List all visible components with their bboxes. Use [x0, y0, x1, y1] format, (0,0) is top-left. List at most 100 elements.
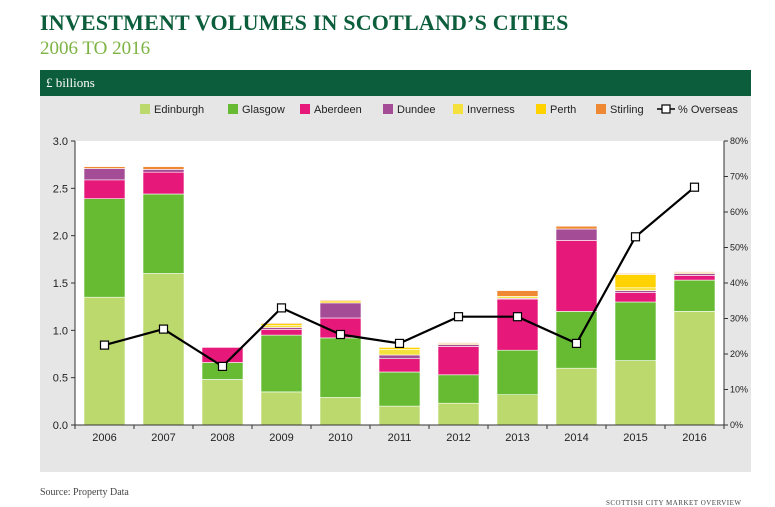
units-band: £ billions	[40, 70, 751, 96]
legend-label: Edinburgh	[154, 104, 204, 116]
y-right-tick-label: 0%	[730, 420, 743, 430]
x-tick-label: 2012	[446, 432, 470, 444]
bar-perth-2015	[614, 274, 657, 289]
legend-swatch-marker	[661, 104, 671, 114]
x-tick-label: 2010	[328, 432, 352, 444]
bar-dundee-2007	[142, 169, 185, 173]
legend-swatch	[453, 104, 463, 114]
bar-aberdeen-2015	[614, 292, 657, 303]
legend-item-overseas: % Overseas	[657, 104, 738, 116]
bar-edinburgh-2009	[260, 391, 303, 426]
y-left-tick-label: 0.0	[53, 420, 68, 432]
legend-item-dundee: Dundee	[383, 104, 436, 116]
bar-stirling-2006	[83, 166, 126, 169]
point-overseas-2012	[453, 312, 464, 322]
publication-footer: SCOTTISH CITY MARKET OVERVIEW	[606, 499, 742, 507]
y-right-tick-label: 50%	[730, 243, 748, 253]
bar-glasgow-2007	[142, 193, 185, 274]
legend-label: % Overseas	[678, 104, 738, 116]
bar-aberdeen-2016	[673, 275, 716, 281]
y-right-tick-label: 60%	[730, 207, 748, 217]
y-left-tick-label: 1.0	[53, 325, 68, 337]
y-left-tick-label: 2.5	[53, 183, 68, 195]
legend-swatch	[140, 104, 150, 114]
point-overseas-2011	[394, 338, 405, 348]
bar-stirling-2007	[142, 166, 185, 170]
y-left-tick-label: 3.0	[53, 136, 68, 148]
bar-glasgow-2010	[319, 337, 362, 398]
bar-aberdeen-2007	[142, 171, 185, 195]
point-overseas-2014	[571, 338, 582, 348]
bar-glasgow-2006	[83, 198, 126, 298]
y-right-tick-label: 30%	[730, 314, 748, 324]
chart-subtitle: 2006 TO 2016	[40, 38, 151, 59]
point-overseas-2015	[630, 232, 641, 242]
point-overseas-2013	[512, 312, 523, 322]
x-tick-label: 2013	[505, 432, 529, 444]
bar-glasgow-2016	[673, 279, 716, 312]
legend-label: Inverness	[467, 104, 515, 116]
chart-title: INVESTMENT VOLUMES IN SCOTLAND’S CITIES	[40, 10, 569, 35]
source-note: Source: Property Data	[40, 487, 129, 498]
legend-swatch	[596, 104, 606, 114]
bar-aberdeen-2006	[83, 179, 126, 200]
legend-label: Perth	[550, 104, 576, 116]
point-overseas-2016	[689, 182, 700, 192]
point-overseas-2009	[276, 303, 287, 313]
legend-swatch	[228, 104, 238, 114]
bar-dundee-2014	[555, 228, 598, 241]
legend-item-glasgow: Glasgow	[228, 104, 285, 116]
bar-stirling-2016	[673, 271, 716, 273]
bar-dundee-2011	[378, 354, 421, 359]
y-left-tick-label: 2.0	[53, 231, 68, 243]
legend-label: Stirling	[610, 104, 644, 116]
y-right-tick-label: 80%	[730, 136, 748, 146]
x-tick-label: 2015	[623, 432, 647, 444]
bar-perth-2010	[319, 300, 362, 304]
y-right-tick-label: 70%	[730, 172, 748, 182]
bar-stirling-2010	[319, 299, 362, 302]
y-left-tick-label: 0.5	[53, 373, 68, 385]
bar-edinburgh-2012	[437, 402, 480, 426]
bar-aberdeen-2009	[260, 329, 303, 336]
bar-dundee-2015	[614, 290, 657, 293]
bar-edinburgh-2015	[614, 360, 657, 426]
legend-item-stirling: Stirling	[596, 104, 644, 116]
legend-swatch	[536, 104, 546, 114]
bar-edinburgh-2010	[319, 397, 362, 426]
legend-label: Aberdeen	[314, 104, 362, 116]
legend-swatch	[383, 104, 393, 114]
bar-edinburgh-2013	[496, 394, 539, 426]
legend-swatch	[300, 104, 310, 114]
y-right-tick-label: 10%	[730, 385, 748, 395]
point-overseas-2007	[158, 324, 169, 334]
units-label: £ billions	[46, 75, 95, 90]
point-overseas-2008	[217, 361, 228, 371]
bar-stirling-2012	[437, 342, 480, 344]
bar-stirling-2015	[614, 273, 657, 275]
bar-edinburgh-2006	[83, 296, 126, 426]
bar-aberdeen-2011	[378, 358, 421, 373]
bar-edinburgh-2007	[142, 273, 185, 426]
bar-stirling-2014	[555, 225, 598, 230]
bar-stirling-2009	[260, 322, 303, 325]
bar-aberdeen-2014	[555, 240, 598, 312]
bar-glasgow-2013	[496, 349, 539, 395]
legend-label: Dundee	[397, 104, 436, 116]
bar-glasgow-2011	[378, 371, 421, 407]
bar-glasgow-2012	[437, 374, 480, 404]
x-tick-label: 2016	[682, 432, 706, 444]
legend-item-aberdeen: Aberdeen	[300, 104, 362, 116]
point-overseas-2010	[335, 329, 346, 340]
x-tick-label: 2008	[210, 432, 234, 444]
bar-glasgow-2009	[260, 334, 303, 393]
legend-item-inverness: Inverness	[453, 104, 515, 116]
bar-edinburgh-2008	[201, 379, 244, 426]
legend-item-perth: Perth	[536, 104, 576, 116]
legend-label: Glasgow	[242, 104, 285, 116]
bar-inverness-2011	[378, 349, 421, 356]
bar-glasgow-2015	[614, 301, 657, 361]
bar-inverness-2015	[614, 287, 657, 291]
bar-stirling-2013	[496, 290, 539, 297]
bar-dundee-2006	[83, 168, 126, 181]
